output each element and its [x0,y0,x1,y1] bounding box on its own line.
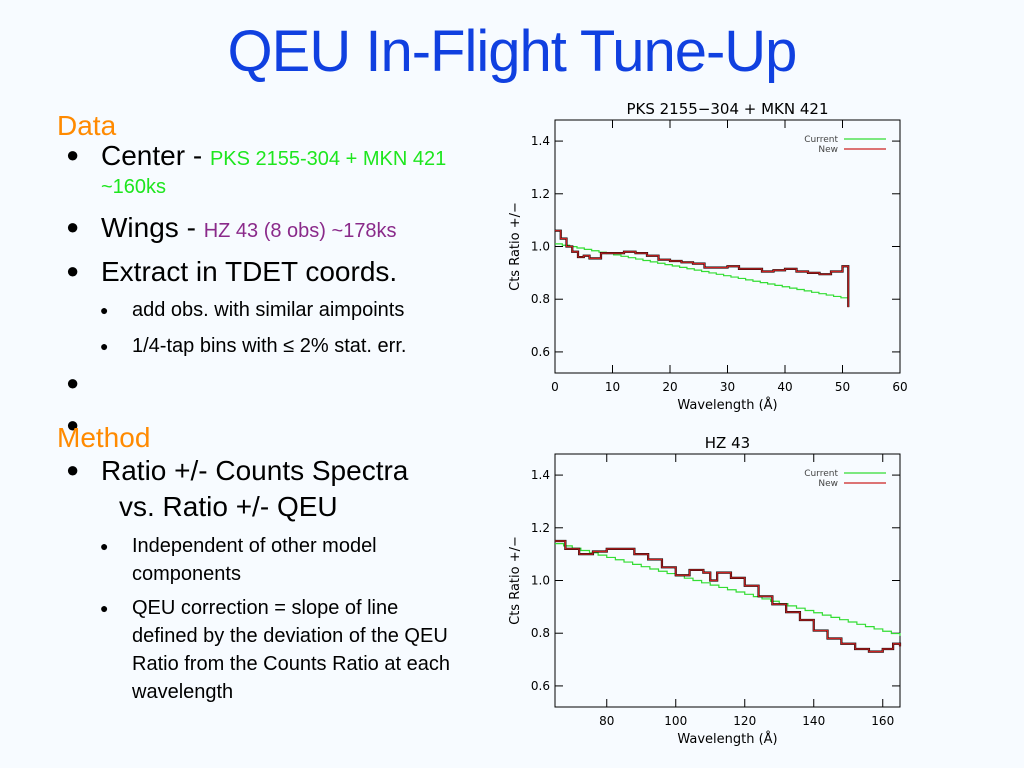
chart-title: PKS 2155−304 + MKN 421 [626,100,828,118]
y-tick-label: 0.8 [531,626,550,640]
new-series-line [555,540,901,653]
slide-title: QEU In-Flight Tune-Up [227,19,798,84]
y-tick-label: 0.6 [531,345,550,359]
x-tick-label: 0 [551,380,559,394]
correction-line4: wavelength [132,681,234,703]
x-tick-label: 160 [871,714,894,728]
y-axis-label: Cts Ratio +/− [508,202,523,291]
legend-label: New [818,479,838,489]
y-tick-label: 1.2 [531,187,550,201]
wings-target: HZ 43 (8 obs) ~178ks [203,220,397,242]
pks-chart: PKS 2155−304 + MKN 421 0 10 20 30 40 50 60 0.6 0.… [508,100,908,413]
extract-text: Extract in TDET coords. [101,256,398,287]
center-target: PKS 2155-304 + MKN 421 [209,148,447,170]
legend-label: Current [804,135,838,145]
aimpoints-text: add obs. with similar aimpoints [132,299,405,321]
current-series-line [555,543,901,636]
bullet-dot-icon: ● [66,142,80,167]
independent-line2: components [132,563,241,585]
data-heading: Data [57,110,117,141]
x-axis-label: Wavelength (Å) [677,397,777,413]
x-tick-label: 60 [892,380,907,394]
y-tick-label: 1.0 [531,240,550,254]
x-tick-label: 100 [664,714,687,728]
method-heading: Method [57,422,151,453]
x-axis-label: Wavelength (Å) [677,731,777,747]
x-tick-label: 40 [777,380,792,394]
x-tick-label: 120 [733,714,756,728]
correction-line3: Ratio from the Counts Ratio at each [132,653,450,675]
correction-line2: defined by the deviation of the QEU [132,625,448,647]
center-time: ~160ks [101,176,167,198]
y-tick-label: 0.6 [531,679,550,693]
x-tick-label: 10 [605,380,620,394]
bullet-dot-icon: ● [66,214,80,239]
chart-title: HZ 43 [705,434,750,452]
x-tick-label: 140 [802,714,825,728]
y-axis-label: Cts Ratio +/− [508,536,523,625]
bullet-dot-icon: ● [66,370,80,395]
y-tick-label: 1.2 [531,521,550,535]
legend-label: New [818,145,838,155]
plot-frame [554,453,901,708]
x-tick-label: 50 [835,380,850,394]
independent-line1: Independent of other model [132,535,377,557]
hz43-chart: HZ 43 80 100 120 140 160 0.6 0.8 1.0 1.2 1.4 Wavele… [508,434,902,747]
y-tick-label: 0.8 [531,292,550,306]
y-tick-label: 1.4 [531,468,550,482]
bullet-dot-icon: ● [66,412,80,437]
bullet-dot-icon: ● [66,457,80,482]
plot-frame [554,119,901,374]
bullet-dot-icon: ● [100,600,109,616]
ratio-line2: vs. Ratio +/- QEU [119,491,338,522]
bins-text: 1/4-tap bins with ≤ 2% stat. err. [132,335,407,357]
y-tick-label: 1.0 [531,574,550,588]
legend-label: Current [804,469,838,479]
bullet-dot-icon: ● [100,338,109,354]
x-tick-label: 30 [720,380,735,394]
bullet-dot-icon: ● [100,538,109,554]
wings-label: Wings - [101,212,204,243]
bullet-dot-icon: ● [100,302,109,318]
x-tick-label: 80 [599,714,614,728]
ratio-line1: Ratio +/- Counts Spectra [101,455,409,486]
bullet-dot-icon: ● [66,258,80,283]
center-label: Center - [101,140,210,171]
x-tick-label: 20 [662,380,677,394]
y-tick-label: 1.4 [531,134,550,148]
new-series-line [555,230,849,308]
new-series-shadow [555,229,850,308]
correction-line1: QEU correction = slope of line [132,597,399,619]
